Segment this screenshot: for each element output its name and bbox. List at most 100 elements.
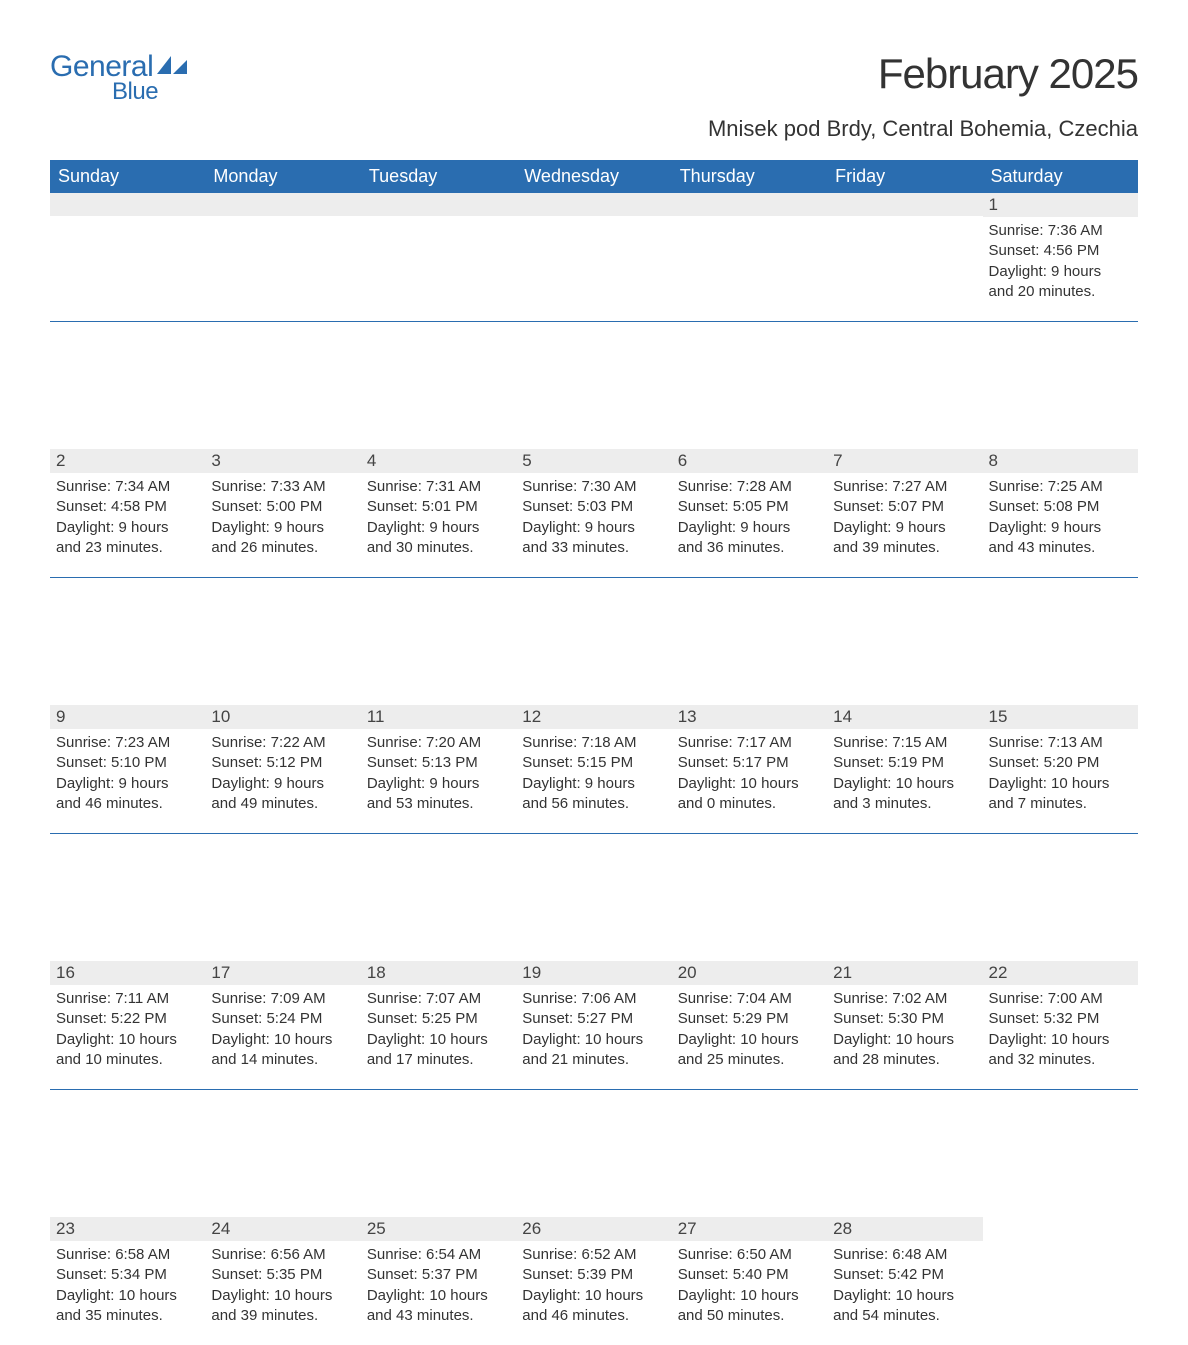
calendar-day-cell: 8Sunrise: 7:25 AMSunset: 5:08 PMDaylight… [983,449,1138,577]
day-number: 18 [361,961,516,985]
day-number: 12 [516,705,671,729]
calendar-day-cell: 22Sunrise: 7:00 AMSunset: 5:32 PMDayligh… [983,961,1138,1089]
day-dl1: Daylight: 9 hours [56,774,199,794]
day-dl1: Daylight: 9 hours [211,518,354,538]
calendar-week-row: 9Sunrise: 7:23 AMSunset: 5:10 PMDaylight… [50,705,1138,833]
day-number: 1 [983,193,1138,217]
calendar-day-cell [50,193,205,321]
day-dl2: and 32 minutes. [989,1050,1132,1070]
day-sunset: Sunset: 5:05 PM [678,497,821,517]
day-sunset: Sunset: 5:37 PM [367,1265,510,1285]
day-dl2: and 56 minutes. [522,794,665,814]
day-number: 13 [672,705,827,729]
day-dl1: Daylight: 10 hours [678,1030,821,1050]
day-details: Sunrise: 7:34 AMSunset: 4:58 PMDaylight:… [50,473,205,564]
day-sunset: Sunset: 5:17 PM [678,753,821,773]
day-details: Sunrise: 7:15 AMSunset: 5:19 PMDaylight:… [827,729,982,820]
day-details: Sunrise: 7:17 AMSunset: 5:17 PMDaylight:… [672,729,827,820]
day-sunrise: Sunrise: 7:00 AM [989,989,1132,1009]
day-details: Sunrise: 7:23 AMSunset: 5:10 PMDaylight:… [50,729,205,820]
day-number: 8 [983,449,1138,473]
day-sunrise: Sunrise: 6:48 AM [833,1245,976,1265]
day-header-row: Sunday Monday Tuesday Wednesday Thursday… [50,160,1138,193]
calendar-day-cell: 2Sunrise: 7:34 AMSunset: 4:58 PMDaylight… [50,449,205,577]
day-number: 20 [672,961,827,985]
day-number: 5 [516,449,671,473]
day-number: 9 [50,705,205,729]
day-details: Sunrise: 7:33 AMSunset: 5:00 PMDaylight:… [205,473,360,564]
calendar-day-cell: 5Sunrise: 7:30 AMSunset: 5:03 PMDaylight… [516,449,671,577]
day-sunset: Sunset: 5:40 PM [678,1265,821,1285]
day-dl2: and 53 minutes. [367,794,510,814]
day-dl2: and 7 minutes. [989,794,1132,814]
day-dl2: and 25 minutes. [678,1050,821,1070]
day-sunrise: Sunrise: 7:18 AM [522,733,665,753]
day-sunrise: Sunrise: 7:20 AM [367,733,510,753]
day-details: Sunrise: 6:50 AMSunset: 5:40 PMDaylight:… [672,1241,827,1332]
day-dl1: Daylight: 9 hours [56,518,199,538]
calendar-day-cell: 7Sunrise: 7:27 AMSunset: 5:07 PMDaylight… [827,449,982,577]
calendar-day-cell: 20Sunrise: 7:04 AMSunset: 5:29 PMDayligh… [672,961,827,1089]
day-dl2: and 43 minutes. [989,538,1132,558]
day-dl2: and 36 minutes. [678,538,821,558]
day-sunrise: Sunrise: 7:02 AM [833,989,976,1009]
month-title: February 2025 [708,50,1138,98]
calendar-day-cell: 14Sunrise: 7:15 AMSunset: 5:19 PMDayligh… [827,705,982,833]
logo: General Blue [50,50,187,106]
calendar-day-cell: 21Sunrise: 7:02 AMSunset: 5:30 PMDayligh… [827,961,982,1089]
day-sunrise: Sunrise: 7:31 AM [367,477,510,497]
day-details: Sunrise: 7:07 AMSunset: 5:25 PMDaylight:… [361,985,516,1076]
day-dl2: and 39 minutes. [833,538,976,558]
day-number: 19 [516,961,671,985]
day-number: 14 [827,705,982,729]
day-dl2: and 10 minutes. [56,1050,199,1070]
day-details: Sunrise: 7:31 AMSunset: 5:01 PMDaylight:… [361,473,516,564]
day-number: 23 [50,1217,205,1241]
calendar-day-cell: 26Sunrise: 6:52 AMSunset: 5:39 PMDayligh… [516,1217,671,1345]
day-sunset: Sunset: 5:42 PM [833,1265,976,1285]
day-sunrise: Sunrise: 7:07 AM [367,989,510,1009]
day-dl1: Daylight: 10 hours [833,774,976,794]
day-sunset: Sunset: 5:00 PM [211,497,354,517]
day-sunrise: Sunrise: 7:34 AM [56,477,199,497]
day-number: 10 [205,705,360,729]
calendar-day-cell: 18Sunrise: 7:07 AMSunset: 5:25 PMDayligh… [361,961,516,1089]
day-sunrise: Sunrise: 7:09 AM [211,989,354,1009]
day-number: 3 [205,449,360,473]
day-dl2: and 14 minutes. [211,1050,354,1070]
calendar-week-row: 1Sunrise: 7:36 AMSunset: 4:56 PMDaylight… [50,193,1138,321]
day-dl1: Daylight: 9 hours [211,774,354,794]
calendar-day-cell: 12Sunrise: 7:18 AMSunset: 5:15 PMDayligh… [516,705,671,833]
day-details: Sunrise: 7:28 AMSunset: 5:05 PMDaylight:… [672,473,827,564]
calendar-day-cell: 6Sunrise: 7:28 AMSunset: 5:05 PMDaylight… [672,449,827,577]
day-dl2: and 46 minutes. [56,794,199,814]
day-sunset: Sunset: 5:30 PM [833,1009,976,1029]
day-number: 28 [827,1217,982,1241]
day-details: Sunrise: 7:27 AMSunset: 5:07 PMDaylight:… [827,473,982,564]
day-sunrise: Sunrise: 7:36 AM [989,221,1132,241]
day-number: 26 [516,1217,671,1241]
calendar-day-cell: 10Sunrise: 7:22 AMSunset: 5:12 PMDayligh… [205,705,360,833]
day-sunrise: Sunrise: 7:11 AM [56,989,199,1009]
day-dl2: and 23 minutes. [56,538,199,558]
day-sunset: Sunset: 5:35 PM [211,1265,354,1285]
day-sunset: Sunset: 5:27 PM [522,1009,665,1029]
day-number: 2 [50,449,205,473]
day-sunset: Sunset: 5:01 PM [367,497,510,517]
calendar-table: Sunday Monday Tuesday Wednesday Thursday… [50,160,1138,1345]
day-details: Sunrise: 7:36 AMSunset: 4:56 PMDaylight:… [983,217,1138,308]
day-header: Saturday [983,160,1138,193]
calendar-day-cell [205,193,360,321]
day-details: Sunrise: 7:06 AMSunset: 5:27 PMDaylight:… [516,985,671,1076]
day-details: Sunrise: 7:02 AMSunset: 5:30 PMDaylight:… [827,985,982,1076]
day-number: 6 [672,449,827,473]
day-dl1: Daylight: 10 hours [56,1286,199,1306]
calendar-day-cell: 25Sunrise: 6:54 AMSunset: 5:37 PMDayligh… [361,1217,516,1345]
day-dl2: and 30 minutes. [367,538,510,558]
calendar-day-cell [983,1217,1138,1345]
day-dl1: Daylight: 10 hours [56,1030,199,1050]
day-details: Sunrise: 7:13 AMSunset: 5:20 PMDaylight:… [983,729,1138,820]
day-dl1: Daylight: 10 hours [833,1030,976,1050]
day-number: 24 [205,1217,360,1241]
calendar-day-cell: 27Sunrise: 6:50 AMSunset: 5:40 PMDayligh… [672,1217,827,1345]
